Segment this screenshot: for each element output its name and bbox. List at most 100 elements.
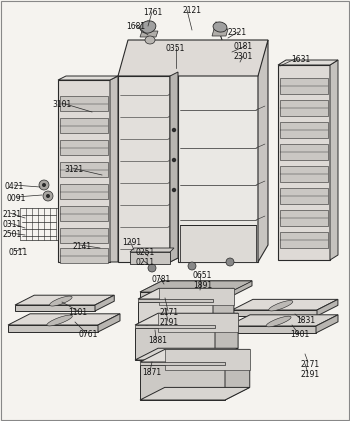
Polygon shape	[159, 288, 234, 305]
Text: 2171: 2171	[301, 360, 320, 369]
Text: 3101: 3101	[52, 100, 71, 109]
Polygon shape	[60, 162, 108, 177]
Text: 0251: 0251	[136, 248, 155, 257]
Text: 2121: 2121	[183, 6, 202, 15]
Circle shape	[43, 191, 53, 201]
Ellipse shape	[140, 21, 156, 33]
Polygon shape	[120, 100, 130, 114]
Circle shape	[173, 158, 175, 162]
Text: 0211: 0211	[136, 258, 155, 267]
Ellipse shape	[269, 301, 293, 311]
Text: 0651: 0651	[193, 271, 212, 280]
Polygon shape	[120, 144, 130, 158]
Polygon shape	[140, 31, 158, 37]
Polygon shape	[120, 188, 130, 202]
Circle shape	[173, 189, 175, 192]
Text: 1871: 1871	[142, 368, 161, 377]
Polygon shape	[138, 299, 213, 302]
Polygon shape	[317, 299, 338, 316]
Polygon shape	[225, 349, 250, 400]
Polygon shape	[232, 299, 338, 310]
Text: 1901: 1901	[290, 330, 309, 339]
Polygon shape	[213, 288, 234, 330]
Polygon shape	[8, 314, 120, 325]
Polygon shape	[215, 313, 238, 360]
Polygon shape	[140, 281, 252, 292]
Text: 1891: 1891	[193, 281, 212, 290]
Polygon shape	[280, 232, 328, 248]
Polygon shape	[120, 232, 130, 246]
Polygon shape	[280, 144, 328, 160]
Text: 0181: 0181	[234, 42, 253, 51]
Text: 1681: 1681	[126, 22, 145, 31]
Circle shape	[148, 264, 156, 272]
Text: 2131: 2131	[2, 210, 21, 219]
Ellipse shape	[266, 316, 291, 327]
Text: 1831: 1831	[296, 316, 315, 325]
Polygon shape	[135, 348, 238, 360]
Text: 2501: 2501	[2, 230, 21, 239]
Polygon shape	[232, 310, 317, 316]
Polygon shape	[280, 122, 328, 138]
Polygon shape	[58, 80, 110, 262]
Text: 0421: 0421	[4, 182, 23, 191]
Text: 2171: 2171	[160, 308, 179, 317]
Text: 2321: 2321	[228, 28, 247, 37]
Text: 0351: 0351	[166, 44, 186, 53]
Polygon shape	[330, 60, 338, 260]
Polygon shape	[212, 29, 228, 36]
Text: 0311: 0311	[2, 220, 21, 229]
Polygon shape	[60, 118, 108, 133]
Circle shape	[46, 194, 50, 198]
Text: 0091: 0091	[6, 194, 26, 203]
Polygon shape	[140, 292, 230, 297]
Polygon shape	[278, 65, 330, 260]
Polygon shape	[130, 248, 174, 252]
Polygon shape	[180, 225, 256, 262]
Polygon shape	[95, 295, 114, 311]
Text: 1761: 1761	[143, 8, 162, 17]
Ellipse shape	[213, 22, 227, 32]
Polygon shape	[60, 228, 108, 243]
Polygon shape	[140, 281, 252, 292]
Text: 3121: 3121	[64, 165, 83, 174]
Polygon shape	[15, 305, 95, 311]
Polygon shape	[280, 188, 328, 204]
Polygon shape	[138, 320, 234, 330]
Polygon shape	[8, 325, 98, 332]
Polygon shape	[120, 122, 130, 136]
Text: 2191: 2191	[160, 318, 179, 327]
Text: 0511: 0511	[8, 248, 27, 257]
Text: 1881: 1881	[148, 336, 167, 345]
Text: 1101: 1101	[68, 308, 87, 317]
Polygon shape	[280, 78, 328, 94]
Polygon shape	[170, 72, 178, 262]
Polygon shape	[165, 349, 250, 370]
Polygon shape	[230, 281, 252, 297]
Polygon shape	[60, 140, 108, 155]
Text: 0761: 0761	[78, 330, 97, 339]
Polygon shape	[278, 60, 338, 65]
Polygon shape	[60, 184, 108, 199]
Circle shape	[173, 128, 175, 131]
Polygon shape	[130, 252, 170, 264]
Text: 1291: 1291	[122, 238, 141, 247]
Ellipse shape	[47, 315, 72, 326]
Ellipse shape	[49, 296, 72, 306]
Circle shape	[226, 258, 234, 266]
Polygon shape	[158, 313, 238, 333]
Text: 1631: 1631	[291, 55, 310, 64]
Polygon shape	[140, 387, 250, 400]
Polygon shape	[140, 362, 225, 365]
Polygon shape	[135, 313, 238, 325]
Polygon shape	[15, 295, 114, 305]
Polygon shape	[120, 210, 130, 224]
Polygon shape	[280, 210, 328, 226]
Polygon shape	[58, 76, 118, 80]
Polygon shape	[60, 206, 108, 221]
Polygon shape	[228, 326, 316, 333]
Polygon shape	[118, 76, 170, 262]
Polygon shape	[280, 166, 328, 182]
Polygon shape	[60, 248, 108, 263]
Polygon shape	[60, 96, 108, 111]
